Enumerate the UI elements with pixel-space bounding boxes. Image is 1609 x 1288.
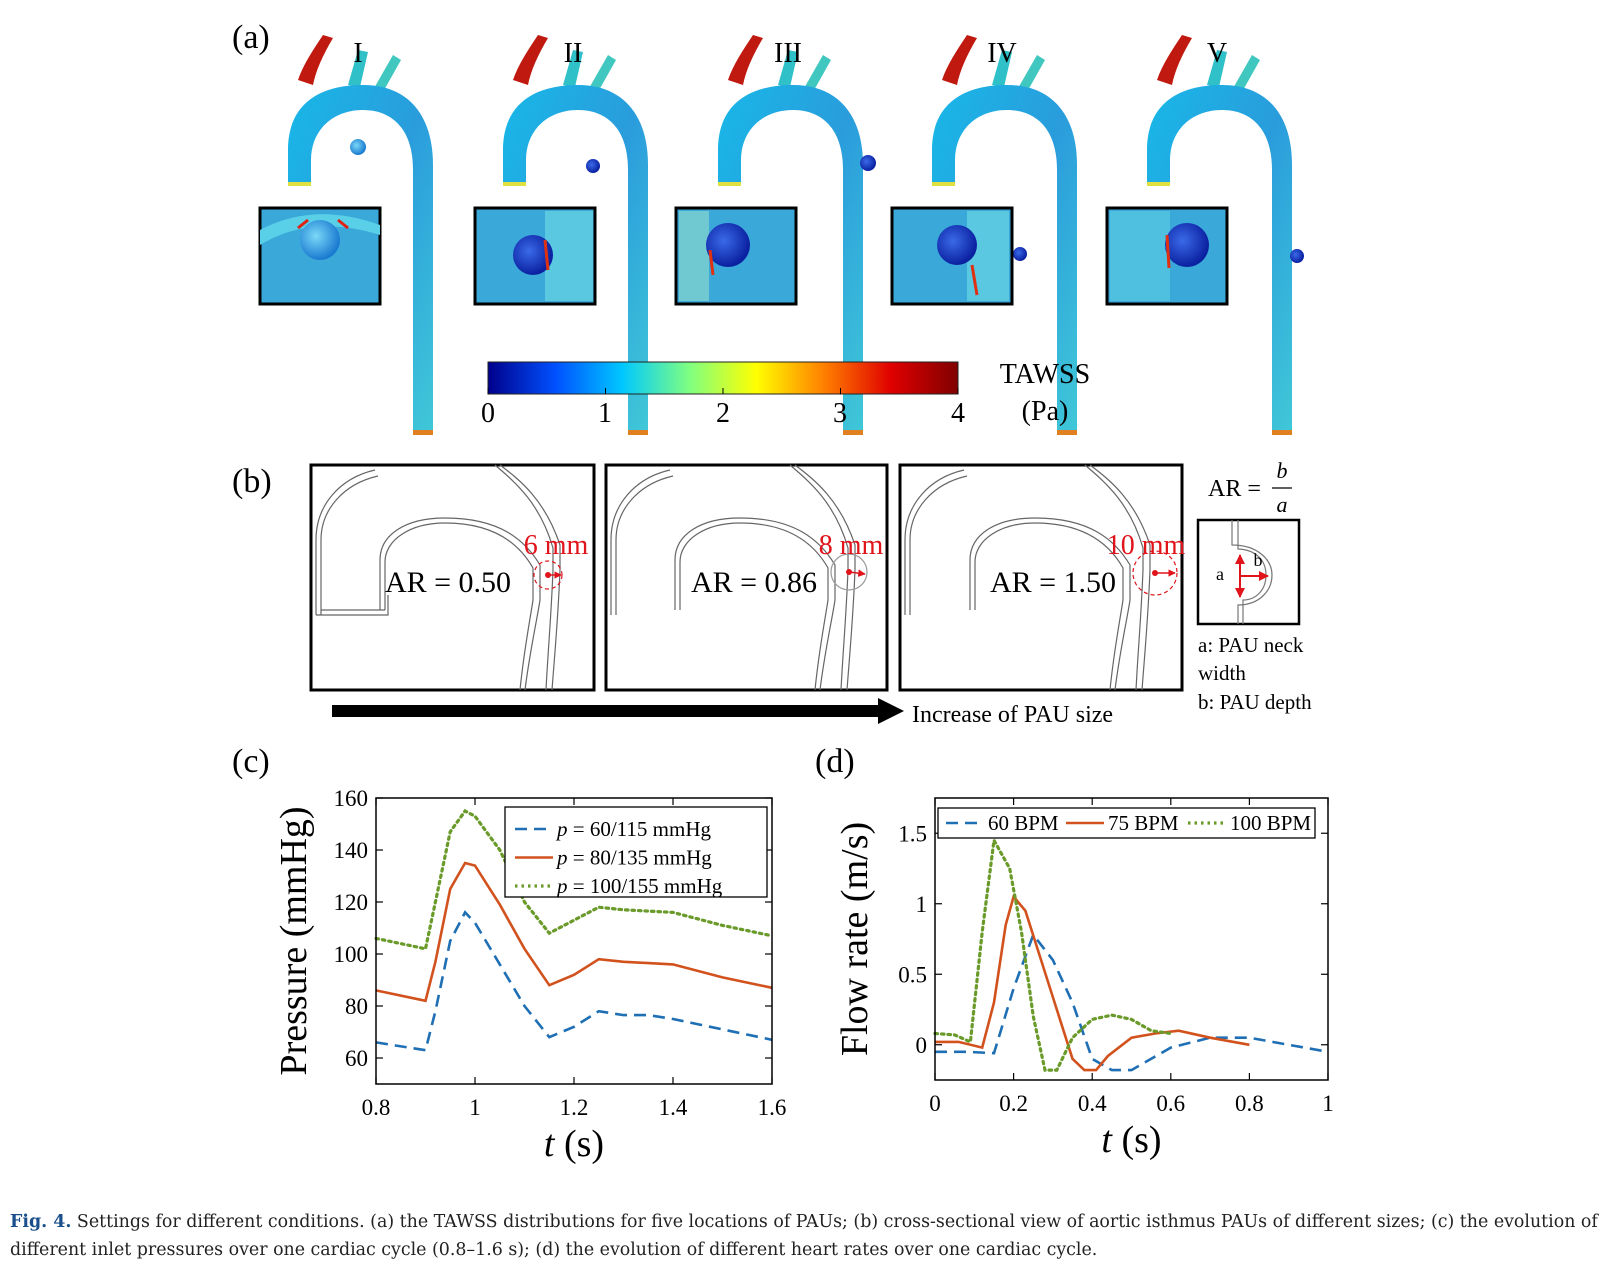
y-tick-label: 80 bbox=[345, 994, 368, 1019]
y-tick-label: 1 bbox=[916, 892, 928, 917]
caption-fig-label: Fig. 4. bbox=[10, 1212, 72, 1232]
legend-label-1: p = 60/115 mmHg bbox=[555, 817, 711, 841]
series-line-3 bbox=[933, 835, 1173, 1072]
legend-label-2: 75 BPM bbox=[1108, 811, 1179, 835]
legend-box bbox=[504, 806, 768, 898]
location-label-II: II bbox=[564, 38, 583, 69]
inset-label-b: b bbox=[1254, 550, 1263, 570]
legend-box bbox=[937, 807, 1316, 839]
size-increase-label: Increase of PAU size bbox=[912, 702, 1113, 728]
pau-size-label-3: 10 mm bbox=[1107, 530, 1186, 561]
x-tick-label: 1 bbox=[1322, 1091, 1334, 1116]
ar-label-1: AR = 0.50 bbox=[385, 566, 511, 599]
cross-section-6mm bbox=[309, 463, 596, 692]
colorbar-tick-3: 3 bbox=[833, 398, 847, 429]
x-tick-label: 0.8 bbox=[362, 1095, 391, 1120]
panel-b: (b) bbox=[232, 458, 1312, 728]
x-tick-label: 0.6 bbox=[1156, 1091, 1185, 1116]
caption-text: Settings for different conditions. (a) t… bbox=[10, 1212, 1598, 1260]
location-label-V: V bbox=[1207, 38, 1227, 69]
y-tick-label: 1.5 bbox=[898, 821, 927, 846]
colorbar-unit: (Pa) bbox=[1022, 396, 1069, 427]
pau-definition-inset: a b bbox=[1196, 518, 1301, 626]
ar-label-3: AR = 1.50 bbox=[990, 566, 1116, 599]
y-tick-label: 120 bbox=[334, 890, 369, 915]
series-line-2 bbox=[375, 861, 773, 1003]
location-label-I: I bbox=[353, 38, 362, 69]
panel-a-label: (a) bbox=[232, 19, 270, 56]
y-tick-label: 160 bbox=[334, 786, 369, 811]
colorbar-ticks bbox=[487, 388, 959, 394]
ar-formula-numerator: b bbox=[1277, 458, 1288, 483]
plot-axes-box bbox=[934, 797, 1329, 1081]
flow-rate-plot: 0 0.2 0.4 0.6 0.8 1 0 0.5 1 1.5 Flow rate (m/s) t (… bbox=[834, 797, 1334, 1161]
aorta-model-V bbox=[1105, 35, 1304, 435]
series-line-3 bbox=[374, 808, 774, 951]
y-axis-label: Pressure (mmHg) bbox=[273, 806, 315, 1075]
location-label-IV: IV bbox=[987, 38, 1017, 69]
aorta-model-III bbox=[674, 35, 876, 435]
inset-label-a: a bbox=[1216, 564, 1224, 584]
panel-a: (a) bbox=[232, 19, 1304, 435]
x-tick-label: 0.2 bbox=[999, 1091, 1028, 1116]
colorbar-title: TAWSS bbox=[1000, 359, 1090, 390]
figure-caption: Fig. 4. Settings for different condition… bbox=[10, 1208, 1600, 1264]
panel-d-label: (d) bbox=[815, 743, 855, 780]
legend-b: b: PAU depth bbox=[1198, 690, 1312, 714]
legend-label-1: 60 BPM bbox=[988, 811, 1059, 835]
ar-formula-denominator: a bbox=[1277, 492, 1288, 517]
pressure-plot: 0.8 1 1.2 1.4 1.6 60 80 100 120 140 160 Pressure (m… bbox=[273, 786, 786, 1165]
x-axis-label: t (s) bbox=[1101, 1119, 1161, 1161]
pau-size-label-2: 8 mm bbox=[819, 530, 884, 561]
size-increase-arrowhead bbox=[878, 698, 904, 724]
series-line-1 bbox=[375, 910, 773, 1052]
y-tick-label: 0.5 bbox=[898, 962, 927, 987]
colorbar-tick-4: 4 bbox=[951, 398, 965, 429]
series-line-2 bbox=[935, 893, 1250, 1072]
aorta-model-IV bbox=[890, 35, 1077, 435]
legend-a-line2: width bbox=[1198, 661, 1246, 685]
location-label-III: III bbox=[774, 38, 802, 69]
x-tick-label: 1 bbox=[469, 1095, 481, 1120]
y-axis-label: Flow rate (m/s) bbox=[834, 822, 876, 1056]
y-tick-label: 140 bbox=[334, 838, 369, 863]
aorta-model-II bbox=[473, 35, 648, 435]
ar-formula-lhs: AR = bbox=[1208, 476, 1261, 502]
pau-size-label-1: 6 mm bbox=[524, 530, 589, 561]
ar-label-2: AR = 0.86 bbox=[691, 566, 817, 599]
x-tick-label: 1.4 bbox=[659, 1095, 688, 1120]
x-tick-label: 0 bbox=[929, 1091, 941, 1116]
cross-section-10mm bbox=[898, 463, 1184, 692]
colorbar-tick-2: 2 bbox=[716, 398, 730, 429]
panel-c-label: (c) bbox=[232, 743, 270, 780]
x-tick-label: 1.2 bbox=[560, 1095, 589, 1120]
panel-d-chart: (d) 0 0.2 0.4 0.6 0.8 1 0 0.5 1 1.5 Flow rate (m/s… bbox=[815, 743, 1334, 1161]
panel-c-chart: (c) 0.8 1 1.2 1.4 1.6 60 80 100 120 140 160 Pressur… bbox=[232, 743, 786, 1165]
x-axis-label: t (s) bbox=[544, 1123, 604, 1165]
ar-formula: AR = b a bbox=[1208, 458, 1292, 517]
legend-label-3: 100 BPM bbox=[1230, 811, 1311, 835]
legend-label-2: p = 80/135 mmHg bbox=[555, 846, 712, 870]
x-tick-label: 1.6 bbox=[758, 1095, 787, 1120]
cross-section-8mm bbox=[604, 463, 889, 692]
y-tick-label: 100 bbox=[334, 942, 369, 967]
x-tick-label: 0.4 bbox=[1078, 1091, 1107, 1116]
colorbar-tick-1: 1 bbox=[598, 398, 612, 429]
y-tick-label: 0 bbox=[916, 1033, 928, 1058]
legend-label-3: p = 100/155 mmHg bbox=[555, 874, 723, 898]
aorta-model-I bbox=[258, 35, 433, 435]
colorbar-tick-0: 0 bbox=[481, 398, 495, 429]
x-tick-label: 0.8 bbox=[1235, 1091, 1264, 1116]
figure-canvas: (a) bbox=[232, 19, 1334, 1165]
legend-a-line1: a: PAU neck bbox=[1198, 633, 1304, 657]
y-tick-label: 60 bbox=[345, 1046, 368, 1071]
panel-b-label: (b) bbox=[232, 463, 272, 500]
